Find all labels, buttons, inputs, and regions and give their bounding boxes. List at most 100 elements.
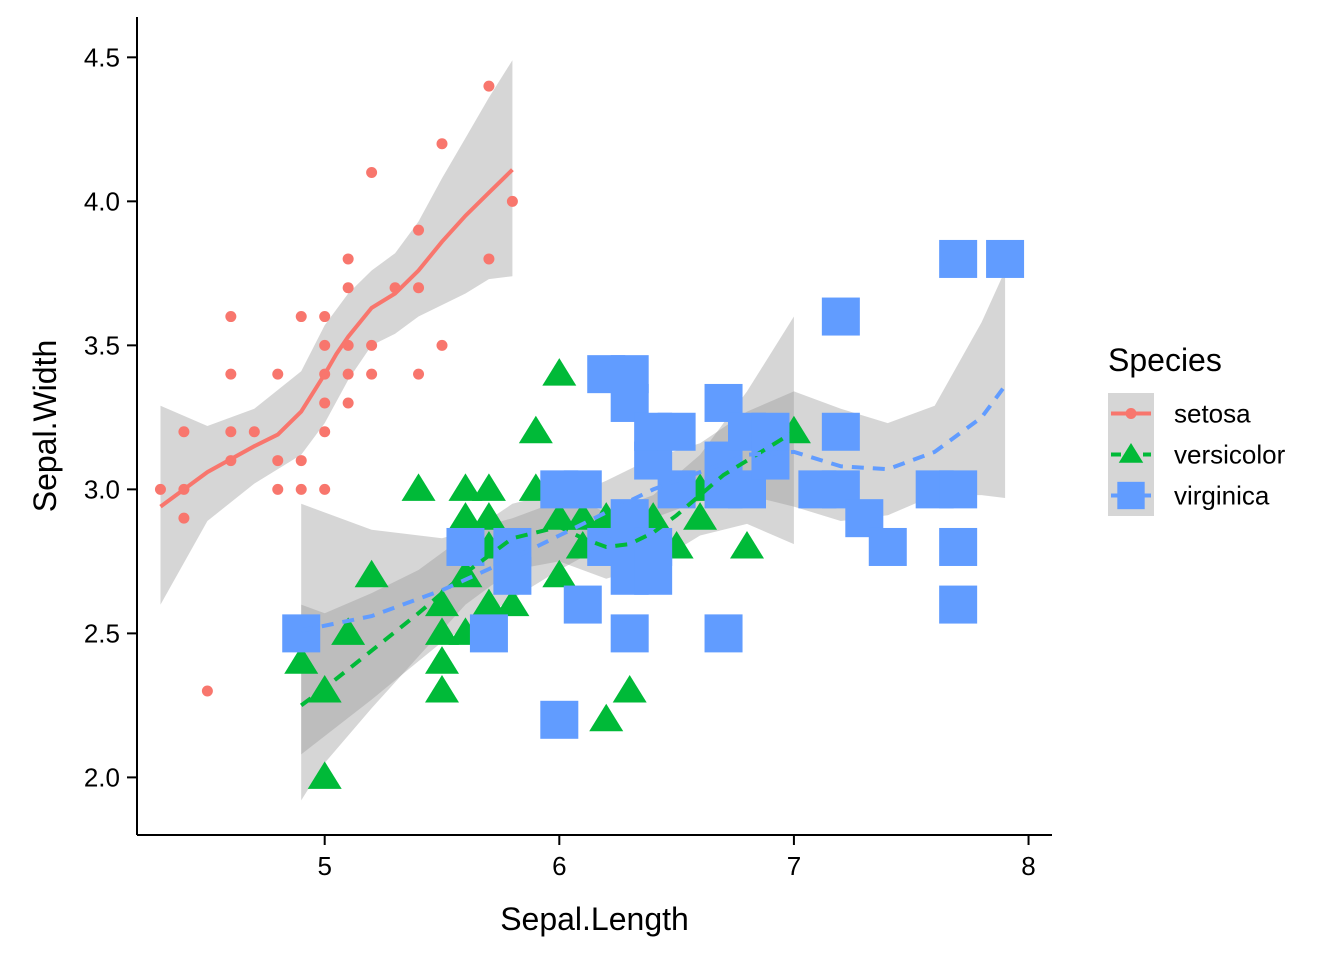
- point-setosa-15: [295, 311, 307, 323]
- point-setosa-14: [295, 455, 307, 467]
- point-versicolor-25: [542, 358, 577, 386]
- x-tick-label-0: 5: [317, 851, 331, 881]
- point-virginica-0: [282, 614, 321, 653]
- point-virginica-1: [446, 527, 485, 566]
- band-setosa: [160, 60, 513, 605]
- point-versicolor-21: [518, 415, 553, 444]
- point-setosa-33: [413, 224, 425, 236]
- point-virginica-42: [986, 239, 1025, 278]
- point-setosa-8: [225, 311, 237, 323]
- legend: Species setosa versicolor virginica: [1108, 342, 1286, 516]
- point-versicolor-29: [589, 703, 624, 732]
- point-virginica-16: [610, 355, 649, 394]
- point-setosa-34: [436, 339, 448, 351]
- legend-key-marker-versicolor: [1118, 442, 1144, 463]
- smooth-lines: [159, 168, 1007, 708]
- legend-title: Species: [1108, 342, 1222, 378]
- point-setosa-28: [366, 339, 378, 351]
- point-virginica-40: [939, 470, 978, 509]
- point-versicolor-13: [448, 473, 483, 501]
- point-setosa-27: [366, 368, 378, 380]
- point-versicolor-6: [425, 674, 459, 703]
- point-setosa-20: [319, 339, 331, 351]
- point-setosa-16: [319, 483, 331, 495]
- y-tick-label-2: 3.0: [84, 474, 120, 504]
- point-setosa-37: [483, 80, 495, 92]
- x-tick-label-1: 6: [552, 851, 566, 881]
- point-setosa-31: [413, 368, 425, 380]
- point-setosa-10: [272, 483, 284, 495]
- point-setosa-23: [342, 368, 354, 380]
- point-setosa-35: [436, 138, 448, 150]
- point-virginica-39: [939, 527, 978, 566]
- point-setosa-36: [483, 253, 495, 265]
- point-virginica-8: [563, 470, 602, 509]
- point-versicolor-37: [683, 502, 718, 530]
- point-setosa-9: [248, 426, 260, 438]
- legend-label-setosa: setosa: [1174, 399, 1251, 429]
- point-virginica-33: [821, 412, 860, 451]
- point-versicolor-5: [401, 473, 436, 501]
- point-versicolor-8: [425, 617, 459, 645]
- y-tick-label-3: 3.5: [84, 330, 120, 360]
- point-versicolor-9: [425, 588, 459, 617]
- point-virginica-34: [821, 297, 860, 336]
- point-virginica-23: [704, 614, 743, 653]
- point-versicolor-7: [425, 646, 459, 674]
- point-setosa-18: [319, 397, 331, 409]
- point-virginica-7: [563, 585, 602, 624]
- smooth-line-virginica: [300, 384, 1007, 633]
- point-setosa-21: [319, 311, 331, 323]
- point-setosa-7: [225, 368, 237, 380]
- point-versicolor-14: [471, 588, 506, 617]
- point-setosa-3: [178, 426, 190, 438]
- point-setosa-22: [342, 397, 354, 409]
- smooth-line-setosa: [159, 168, 514, 509]
- point-setosa-11: [272, 455, 284, 467]
- point-setosa-17: [319, 426, 331, 438]
- y-axis-title: Sepal.Width: [27, 340, 63, 513]
- point-versicolor-24: [542, 502, 577, 530]
- point-virginica-41: [939, 239, 978, 278]
- point-setosa-25: [342, 282, 354, 294]
- point-versicolor-41: [730, 530, 764, 559]
- x-axis-title: Sepal.Length: [500, 901, 689, 937]
- point-versicolor-1: [307, 761, 342, 789]
- point-virginica-2: [469, 614, 508, 653]
- point-setosa-0: [154, 483, 166, 495]
- point-versicolor-23: [542, 559, 577, 588]
- axes: 5 6 7 8 2.0 2.5 3.0 3.5 4.0 4.5: [84, 17, 1052, 881]
- point-setosa-32: [413, 282, 425, 294]
- x-tick-label-3: 8: [1021, 851, 1035, 881]
- point-setosa-4: [201, 685, 213, 697]
- point-setosa-6: [225, 426, 237, 438]
- legend-label-versicolor: versicolor: [1174, 440, 1286, 470]
- y-tick-label-1: 2.5: [84, 618, 120, 648]
- legend-key-marker-virginica: [1117, 481, 1145, 510]
- point-versicolor-12: [448, 502, 483, 530]
- point-virginica-5: [540, 700, 579, 739]
- point-versicolor-17: [471, 473, 506, 501]
- point-virginica-30: [751, 412, 790, 451]
- band-versicolor: [301, 316, 794, 801]
- point-versicolor-0: [284, 646, 319, 674]
- point-virginica-22: [657, 412, 696, 451]
- point-virginica-36: [868, 527, 907, 566]
- point-versicolor-4: [354, 559, 389, 588]
- y-tick-label-5: 4.5: [84, 42, 120, 72]
- point-setosa-1: [178, 512, 190, 524]
- confidence-bands: [160, 60, 1006, 801]
- legend-key-marker-setosa: [1125, 408, 1137, 419]
- point-versicolor-16: [471, 502, 506, 530]
- point-setosa-13: [295, 483, 307, 495]
- point-versicolor-27: [565, 502, 600, 530]
- point-versicolor-18: [495, 588, 530, 617]
- point-virginica-18: [634, 527, 673, 566]
- smooth-line-versicolor: [300, 430, 795, 708]
- x-tick-label-2: 7: [787, 851, 801, 881]
- point-setosa-29: [366, 167, 378, 179]
- y-tick-label-4: 4.0: [84, 186, 120, 216]
- point-setosa-26: [342, 253, 354, 265]
- point-versicolor-31: [612, 674, 647, 703]
